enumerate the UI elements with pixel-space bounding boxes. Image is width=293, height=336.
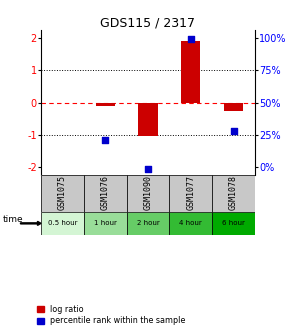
Bar bbox=[127, 175, 169, 212]
Point bbox=[103, 138, 108, 143]
Text: GSM1077: GSM1077 bbox=[186, 175, 195, 210]
Text: 4 hour: 4 hour bbox=[179, 220, 202, 226]
Point bbox=[231, 128, 236, 133]
Text: GSM1076: GSM1076 bbox=[101, 175, 110, 210]
Text: GSM1078: GSM1078 bbox=[229, 175, 238, 210]
Bar bbox=[127, 212, 169, 235]
Bar bbox=[84, 212, 127, 235]
Text: 1 hour: 1 hour bbox=[94, 220, 117, 226]
Text: time: time bbox=[3, 215, 23, 224]
Bar bbox=[224, 102, 243, 112]
Text: 2 hour: 2 hour bbox=[137, 220, 159, 226]
Legend: log ratio, percentile rank within the sample: log ratio, percentile rank within the sa… bbox=[33, 302, 189, 329]
Text: 0.5 hour: 0.5 hour bbox=[48, 220, 77, 226]
Bar bbox=[181, 41, 200, 102]
Point bbox=[188, 36, 193, 42]
Bar bbox=[169, 175, 212, 212]
Bar bbox=[169, 212, 212, 235]
Bar bbox=[41, 212, 84, 235]
Bar bbox=[212, 175, 255, 212]
Bar bbox=[212, 212, 255, 235]
Text: 6 hour: 6 hour bbox=[222, 220, 245, 226]
Text: GSM1075: GSM1075 bbox=[58, 175, 67, 210]
Point bbox=[146, 167, 150, 172]
Title: GDS115 / 2317: GDS115 / 2317 bbox=[100, 16, 195, 29]
Bar bbox=[138, 102, 158, 136]
Text: GSM1090: GSM1090 bbox=[144, 175, 152, 210]
Bar bbox=[41, 175, 84, 212]
Bar bbox=[84, 175, 127, 212]
Bar bbox=[96, 102, 115, 107]
